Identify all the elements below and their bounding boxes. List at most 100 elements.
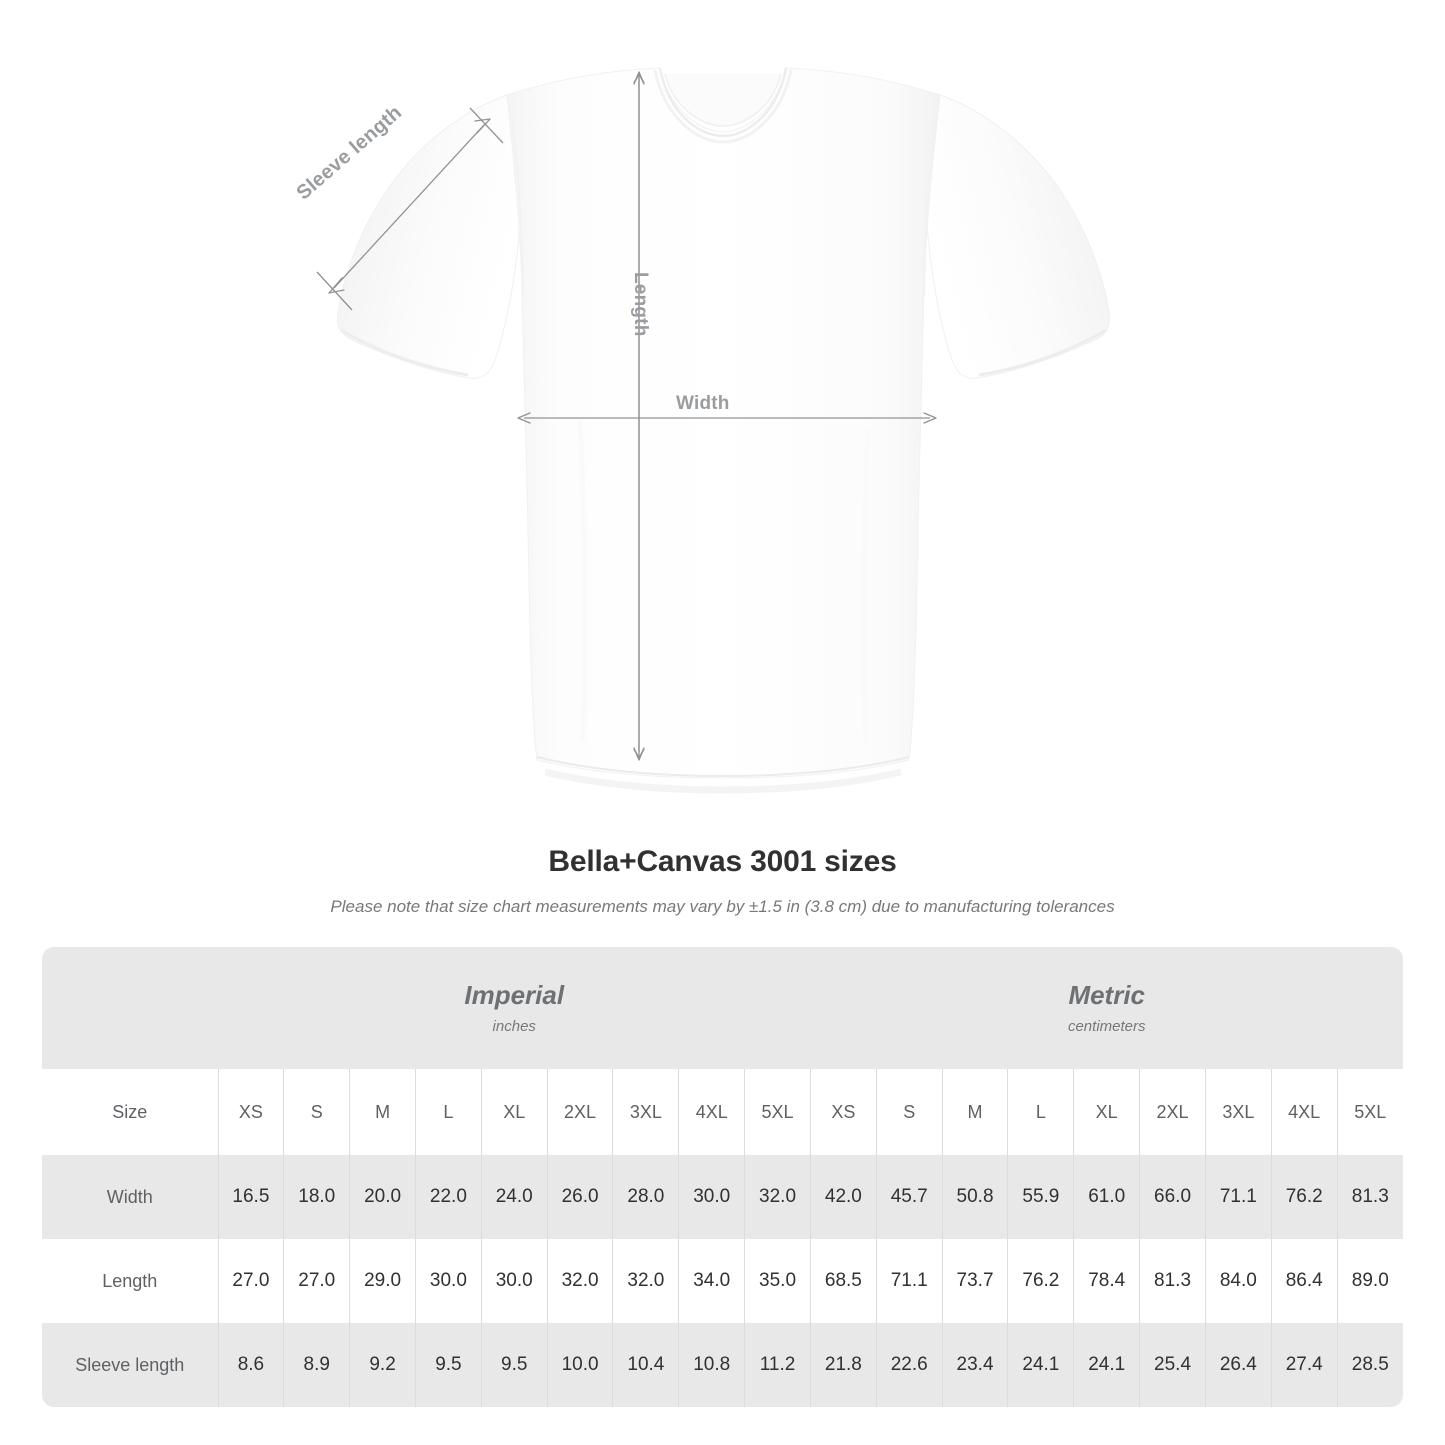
column-header-4xl-metric: 4XL [1270,1069,1338,1155]
cell-width-l-metric: 55.9 [1007,1155,1074,1239]
column-header-2xl-imperial: 2XL [546,1069,613,1155]
unit-group-sub: centimeters [1067,1018,1146,1036]
cell-width-3xl-imperial: 28.0 [612,1155,679,1239]
table-row: Sleeve length 8.6 8.9 9.2 9.5 9.5 10.0 10.4 10.8… [42,1323,1403,1407]
column-header-l-imperial: L [414,1069,482,1155]
collar-inner [664,73,782,127]
cell-width-m-imperial: 20.0 [349,1155,416,1239]
cell-width-xs-imperial: 16.5 [217,1155,284,1239]
cell-length-xl-imperial: 30.0 [480,1239,548,1323]
row-header-size: Size [42,1069,218,1155]
column-header-xs-metric: XS [809,1069,877,1155]
column-header-m-imperial: M [349,1069,416,1155]
collar-outer [658,67,788,138]
sleeve-tick-top [469,107,504,144]
left-shoulder-seam [511,119,524,297]
cell-width-3xl-metric: 71.1 [1204,1155,1272,1239]
cell-width-m-metric: 50.8 [941,1155,1008,1239]
cell-length-4xl-imperial: 34.0 [678,1239,745,1323]
unit-group-name: Metric [1068,979,1146,1010]
width-arrow-left [517,412,531,424]
collar-band [653,69,793,144]
size-chart-table-wrapper: Imperial inches Metric centimeters Size XS S M L… [42,947,1403,1407]
column-header-4xl-imperial: 4XL [678,1069,745,1155]
cell-sleeve-length-s-imperial: 8.9 [283,1323,350,1407]
column-header-3xl-metric: 3XL [1204,1069,1272,1155]
right-sleeve-shape [924,94,1110,379]
cell-length-m-metric: 73.7 [941,1239,1008,1323]
tolerance-note: Please note that size chart measurements… [330,897,1115,916]
title-block: Bella+Canvas 3001 sizes Please note that… [0,845,1445,917]
cell-width-4xl-imperial: 30.0 [678,1155,745,1239]
page-title: Bella+Canvas 3001 sizes [548,845,897,878]
cell-sleeve-length-3xl-imperial: 10.4 [612,1323,679,1407]
left-sleeve-shape [337,94,523,379]
column-header-m-metric: M [941,1069,1008,1155]
column-header-l-metric: L [1007,1069,1074,1155]
cell-sleeve-length-5xl-metric: 28.5 [1336,1323,1403,1407]
cell-sleeve-length-4xl-metric: 27.4 [1270,1323,1338,1407]
sleeve-arrow-top [474,118,491,134]
unit-group-imperial: Imperial inches [218,947,811,1069]
row-header-width: Width [42,1155,218,1239]
left-cuff [340,328,469,377]
table-row: Length 27.0 27.0 29.0 30.0 30.0 32.0 32.0 34.0 35… [42,1239,1403,1323]
right-shoulder-seam [923,119,936,297]
cell-sleeve-length-m-metric: 23.4 [941,1323,1008,1407]
cell-sleeve-length-2xl-imperial: 10.0 [546,1323,613,1407]
cell-width-s-imperial: 18.0 [283,1155,350,1239]
table-row: Width 16.5 18.0 20.0 22.0 24.0 26.0 28.0 30.0 32.… [42,1155,1403,1239]
cell-length-l-imperial: 30.0 [414,1239,482,1323]
row-header-sleeve-length: Sleeve length [42,1323,218,1407]
hem-line [536,756,910,778]
cell-length-3xl-metric: 84.0 [1204,1239,1272,1323]
cell-length-xs-imperial: 27.0 [217,1239,284,1323]
column-header-3xl-imperial: 3XL [612,1069,679,1155]
cell-sleeve-length-4xl-imperial: 10.8 [678,1323,745,1407]
width-arrow-right [923,412,937,424]
cell-sleeve-length-m-imperial: 9.2 [349,1323,416,1407]
column-header-s-imperial: S [283,1069,350,1155]
sleeve-arrow-bottom [328,277,345,294]
sleeve-tick-bottom [316,271,353,311]
column-header-xs-imperial: XS [217,1069,284,1155]
cell-width-xl-imperial: 24.0 [480,1155,548,1239]
cell-sleeve-length-xl-imperial: 9.5 [480,1323,548,1407]
cell-sleeve-length-5xl-imperial: 11.2 [744,1323,811,1407]
shirt-body-shape [506,67,941,779]
cell-length-xs-metric: 68.5 [809,1239,877,1323]
column-header-xl-imperial: XL [480,1069,548,1155]
cell-sleeve-length-xl-metric: 24.1 [1073,1323,1140,1407]
cell-length-m-imperial: 29.0 [349,1239,416,1323]
row-header-length: Length [42,1239,218,1323]
cell-length-2xl-metric: 81.3 [1139,1239,1206,1323]
cell-sleeve-length-2xl-metric: 25.4 [1139,1323,1206,1407]
length-arrow-top [633,71,645,85]
column-header-5xl-imperial: 5XL [744,1069,811,1155]
cell-length-2xl-imperial: 32.0 [546,1239,613,1323]
cell-width-xl-metric: 61.0 [1073,1155,1140,1239]
unit-group-name: Imperial [464,979,565,1010]
cell-length-5xl-metric: 89.0 [1336,1239,1403,1323]
column-header-2xl-metric: 2XL [1139,1069,1206,1155]
cell-length-5xl-imperial: 35.0 [744,1239,811,1323]
length-label: Length [630,272,651,337]
cell-width-2xl-imperial: 26.0 [546,1155,613,1239]
cell-sleeve-length-3xl-metric: 26.4 [1204,1323,1272,1407]
cell-width-xs-metric: 42.0 [809,1155,877,1239]
column-header-xl-metric: XL [1073,1069,1140,1155]
cell-width-4xl-metric: 76.2 [1270,1155,1338,1239]
cell-sleeve-length-xs-imperial: 8.6 [217,1323,284,1407]
cell-sleeve-length-s-metric: 22.6 [875,1323,943,1407]
cell-length-s-imperial: 27.0 [283,1239,350,1323]
width-label: Width [676,393,730,414]
size-chart-table: Imperial inches Metric centimeters Size XS S M L… [42,947,1403,1407]
tshirt-diagram: Sleeve length Length Width [292,67,1110,794]
unit-banner-corner [42,947,218,1069]
cell-width-l-imperial: 22.0 [414,1155,482,1239]
tshirt-illustration [316,67,1110,794]
cell-sleeve-length-xs-metric: 21.8 [809,1323,877,1407]
cell-sleeve-length-l-imperial: 9.5 [414,1323,482,1407]
cell-length-l-metric: 76.2 [1007,1239,1074,1323]
cell-width-2xl-metric: 66.0 [1139,1155,1206,1239]
